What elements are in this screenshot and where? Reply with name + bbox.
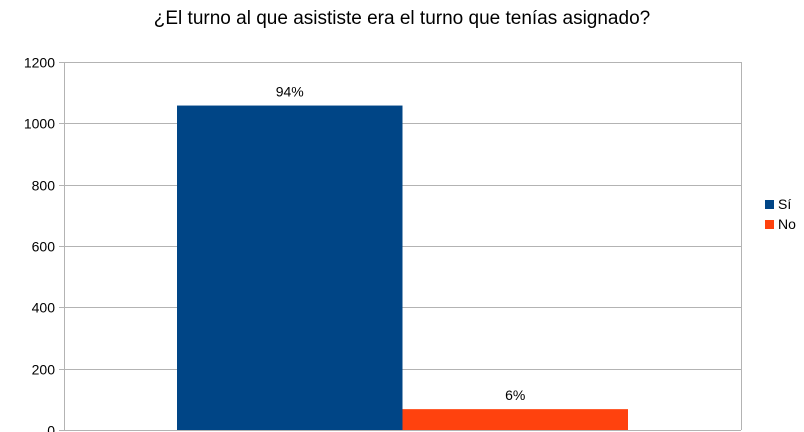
y-tick-label-200: 200 [32, 362, 56, 378]
y-tick-label-1000: 1000 [24, 116, 55, 132]
y-tick-label-400: 400 [32, 300, 56, 316]
chart-title: ¿El turno al que asististe era el turno … [153, 8, 651, 29]
legend-label-si: Sí [778, 196, 792, 212]
legend-swatch-si [765, 199, 774, 209]
legend-item-no: No [765, 214, 796, 234]
bars [177, 105, 628, 431]
y-tick-label-0: 0 [47, 423, 55, 432]
y-tick-label-600: 600 [32, 239, 56, 255]
data-labels: 94% 6% [276, 84, 526, 404]
legend-label-no: No [778, 216, 796, 232]
y-axis: 0 200 400 600 800 1000 1200 [24, 55, 64, 432]
y-tick-label-1200: 1200 [24, 55, 55, 71]
y-tick-label-800: 800 [32, 178, 56, 194]
bar-si [177, 105, 403, 431]
legend: Sí No [765, 194, 796, 234]
legend-swatch-no [765, 219, 774, 229]
bar-no [402, 409, 628, 430]
legend-item-si: Sí [765, 194, 796, 214]
gridlines [64, 62, 742, 431]
data-label-no: 6% [505, 387, 525, 403]
data-label-si: 94% [276, 84, 304, 100]
